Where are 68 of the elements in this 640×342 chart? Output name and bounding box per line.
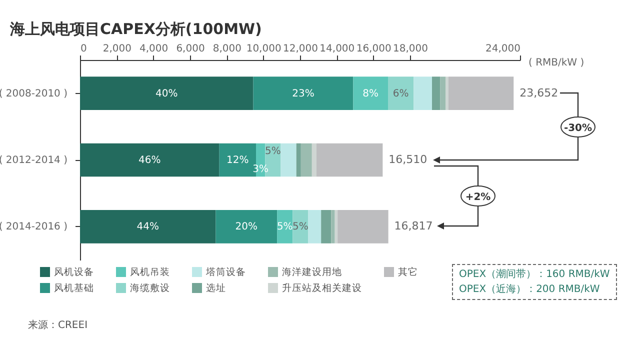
legend-label: 海洋建设用地: [282, 266, 342, 278]
annotation: 20%: [235, 222, 258, 233]
y-tick-label: ( 2014-2016 ): [0, 222, 68, 233]
annotation: 8%: [362, 88, 379, 100]
legend-label: 塔筒设备: [205, 266, 246, 278]
x-tick-label: 16,000: [356, 44, 392, 54]
annotation: 46%: [138, 155, 161, 166]
chart-title: 海上风电项目CAPEX分析(100MW): [9, 20, 262, 38]
annotation: 23%: [292, 88, 314, 100]
annotation: 5%: [292, 222, 308, 233]
x-tick-label: 4,000: [140, 44, 168, 54]
legend-label: 升压站及相关建设: [282, 282, 362, 294]
bar: [440, 76, 446, 110]
y-tick-label: ( 2008-2010 ): [0, 88, 68, 100]
total-label: 23,652: [520, 86, 558, 100]
text: OPEX（潮间带）：160 RMB/kW: [459, 268, 610, 282]
annotation: +2%: [465, 192, 491, 203]
annotation: 6%: [392, 88, 409, 100]
bar: [316, 143, 383, 177]
bar: [321, 210, 332, 244]
x-tick-label: 0: [80, 44, 87, 54]
total-label: 16,817: [394, 220, 433, 233]
bar: [446, 76, 448, 110]
bar: [388, 76, 414, 110]
legend-label: 风机设备: [54, 266, 94, 278]
bar: [80, 143, 220, 177]
bar: [253, 76, 354, 110]
legend-label: 其它: [398, 266, 418, 278]
annotation: 40%: [156, 88, 178, 100]
bar: [80, 76, 254, 110]
legend-label: 风机基础: [54, 282, 94, 294]
annotation: 5%: [276, 222, 293, 233]
bar: [448, 76, 514, 110]
legend-label: 选址: [206, 282, 226, 294]
bar: [432, 76, 440, 110]
total-label: 16,510: [388, 153, 428, 166]
bar: [300, 143, 312, 177]
x-tick-label: 8,000: [212, 44, 242, 54]
bar: [80, 210, 216, 244]
bar: [334, 210, 338, 244]
bar: [312, 143, 316, 177]
x-tick-label: 14,000: [320, 44, 355, 54]
x-tick-label: 24,000: [486, 44, 520, 54]
annotation: 3%: [252, 164, 269, 175]
annotation: 12%: [226, 155, 249, 166]
text: -30%: [564, 123, 592, 134]
bar: [216, 210, 278, 244]
legend-label: 风机吊装: [130, 266, 170, 278]
x-tick-label: 6,000: [176, 44, 205, 54]
legend-label: 海缆敷设: [130, 282, 170, 294]
bar: [414, 76, 432, 110]
bar: [296, 143, 301, 177]
x-tick-label: 2,000: [102, 44, 132, 54]
x-tick-label: 12,000: [283, 44, 318, 54]
bar: [353, 76, 388, 110]
bar: [338, 210, 388, 244]
annotation: 44%: [136, 222, 159, 233]
bar: [331, 210, 335, 244]
source-note: 来源：CREEI: [28, 318, 88, 332]
annotation: 5%: [265, 146, 281, 157]
x-tick-label: 18,000: [393, 44, 428, 54]
x-axis-title: ( RMB/kW ): [528, 58, 584, 68]
y-tick-label: ( 2012-2014 ): [0, 155, 68, 166]
bar: [280, 143, 296, 177]
bar: [308, 210, 322, 244]
text: OPEX（近海）：200 RMB/kW: [459, 282, 601, 297]
bar: [292, 210, 308, 244]
x-tick-label: 10,000: [246, 44, 282, 54]
